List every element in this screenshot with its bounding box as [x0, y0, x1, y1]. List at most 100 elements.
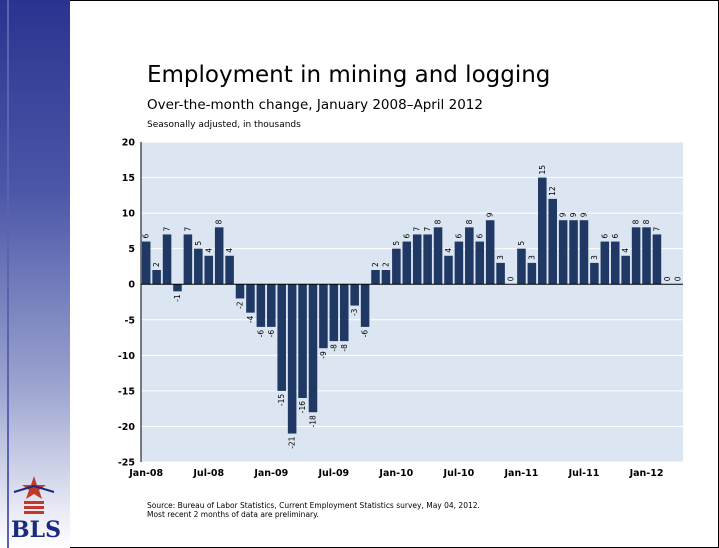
bar — [162, 234, 172, 285]
x-tick-label: Jul-09 — [317, 468, 349, 479]
x-tick-label: Jan-08 — [128, 468, 163, 479]
bar — [141, 241, 151, 285]
source-line: Source: Bureau of Labor Statistics, Curr… — [147, 501, 480, 510]
bar — [267, 284, 276, 327]
data-label: 8 — [215, 219, 224, 224]
bar — [183, 234, 193, 285]
bar — [423, 234, 432, 285]
y-tick-label: 20 — [122, 138, 136, 149]
bar — [631, 227, 641, 285]
data-label: 0 — [507, 276, 516, 281]
bar — [590, 262, 599, 285]
data-label: 2 — [152, 262, 161, 267]
data-label: 6 — [475, 234, 484, 239]
bar — [465, 227, 474, 285]
data-label: 6 — [142, 234, 151, 239]
data-label: 0 — [663, 276, 672, 281]
data-label: 9 — [569, 212, 578, 217]
data-label: 3 — [496, 255, 505, 260]
data-label: -1 — [173, 294, 182, 302]
bls-logo-text: BLS — [11, 517, 61, 540]
bar — [485, 220, 495, 285]
data-label: 12 — [548, 186, 557, 196]
y-tick-labels: 20 15 10 5 0 -5 -10 -15 -20 -25 — [118, 138, 136, 469]
data-label: -6 — [361, 330, 370, 338]
x-tick-label: Jul-11 — [568, 468, 600, 479]
x-tick-label: Jul-08 — [192, 468, 224, 479]
y-tick-label: 10 — [122, 209, 136, 220]
data-label: 4 — [621, 248, 630, 253]
bar — [371, 270, 380, 285]
bar — [350, 284, 359, 306]
data-label: 6 — [600, 234, 609, 239]
y-tick-label: -25 — [118, 458, 135, 469]
y-tick-label: -20 — [118, 422, 136, 433]
preliminary-note: Most recent 2 months of data are prelimi… — [147, 510, 319, 519]
x-tick-label: Jul-10 — [443, 468, 475, 479]
bar — [444, 255, 453, 285]
data-label: 4 — [225, 248, 234, 253]
data-label: 9 — [579, 212, 588, 217]
data-label: 3 — [527, 255, 536, 260]
bar — [402, 241, 412, 285]
bar — [339, 284, 349, 342]
data-label: -6 — [256, 330, 265, 338]
bar — [652, 234, 662, 285]
data-label: 5 — [517, 241, 526, 246]
data-label: 8 — [632, 219, 641, 224]
bar — [287, 284, 297, 434]
bar — [558, 220, 568, 285]
x-tick-labels: Jan-08 Jul-08 Jan-09 Jul-09 Jan-10 Jul-10 Jan-… — [128, 468, 663, 479]
data-label: 2 — [381, 262, 390, 267]
bar — [454, 241, 464, 285]
bar — [621, 255, 630, 285]
data-label: -15 — [277, 394, 286, 406]
data-label: 5 — [392, 241, 401, 246]
bar — [329, 284, 339, 342]
data-label: 4 — [204, 248, 213, 253]
data-label: 8 — [642, 219, 651, 224]
data-label: 8 — [465, 219, 474, 224]
x-tick-label: Jan-10 — [378, 468, 413, 479]
chart-title: Employment in mining and logging — [147, 62, 551, 88]
plot-area — [141, 142, 683, 462]
x-tick-label: Jan-12 — [629, 468, 664, 479]
bar — [412, 234, 422, 285]
bar — [214, 227, 224, 285]
bar — [642, 227, 651, 285]
data-label: -3 — [350, 308, 359, 316]
y-tick-label: -5 — [124, 315, 135, 326]
data-label: -18 — [308, 415, 317, 427]
bar — [256, 284, 266, 327]
bar — [433, 227, 443, 285]
chart-subtitle: Over-the-month change, January 2008–Apri… — [147, 97, 483, 113]
bar — [579, 220, 589, 285]
bar — [173, 284, 182, 292]
bars — [141, 177, 662, 434]
bar — [246, 284, 255, 313]
data-label: -9 — [319, 351, 328, 359]
bar — [319, 284, 328, 349]
data-label: 9 — [486, 212, 495, 217]
bar — [277, 284, 286, 391]
x-tick-label: Jan-09 — [253, 468, 288, 479]
data-label: -2 — [236, 301, 245, 309]
data-label: -21 — [288, 436, 297, 448]
data-label: -6 — [267, 330, 276, 338]
data-label: -16 — [298, 401, 307, 413]
data-label: -4 — [246, 315, 255, 323]
data-label: 6 — [611, 234, 620, 239]
bar — [308, 284, 318, 413]
left-decorative-band — [0, 0, 70, 548]
bar — [600, 241, 610, 285]
bar — [538, 177, 547, 285]
gridlines — [141, 141, 683, 463]
chart-unit-note: Seasonally adjusted, in thousands — [147, 120, 301, 130]
source-note: Source: Bureau of Labor Statistics, Curr… — [147, 501, 480, 519]
data-label: 6 — [402, 234, 411, 239]
data-label: 7 — [413, 226, 422, 231]
y-tick-label: 0 — [128, 280, 135, 291]
data-label: 4 — [444, 248, 453, 253]
